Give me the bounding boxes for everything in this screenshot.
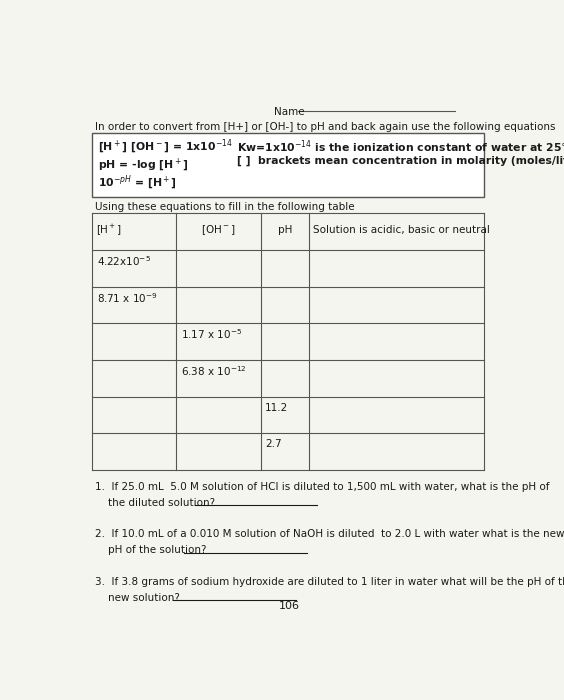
- Text: [ ]  brackets mean concentration in molarity (moles/liter): [ ] brackets mean concentration in molar…: [237, 155, 564, 166]
- Text: 10$^{-pH}$ = [H$^+$]: 10$^{-pH}$ = [H$^+$]: [98, 174, 177, 192]
- Text: new solution?: new solution?: [95, 593, 179, 603]
- Text: 1.  If 25.0 mL  5.0 M solution of HCl is diluted to 1,500 mL with water, what is: 1. If 25.0 mL 5.0 M solution of HCl is d…: [95, 482, 549, 492]
- Text: 1.17 x 10$^{-5}$: 1.17 x 10$^{-5}$: [181, 328, 242, 341]
- Text: [OH$^-$]: [OH$^-$]: [201, 223, 236, 237]
- Text: 11.2: 11.2: [265, 402, 288, 412]
- Text: Using these equations to fill in the following table: Using these equations to fill in the fol…: [95, 202, 354, 211]
- Text: 6.38 x 10$^{-12}$: 6.38 x 10$^{-12}$: [181, 364, 246, 378]
- Text: the diluted solution?: the diluted solution?: [95, 498, 215, 508]
- Text: 3.  If 3.8 grams of sodium hydroxide are diluted to 1 liter in water what will b: 3. If 3.8 grams of sodium hydroxide are …: [95, 577, 564, 587]
- Text: pH of the solution?: pH of the solution?: [95, 545, 206, 555]
- Text: [H$^+$]: [H$^+$]: [96, 223, 122, 237]
- Text: Name: Name: [274, 106, 305, 117]
- Text: 4.22x10$^{-5}$: 4.22x10$^{-5}$: [97, 254, 151, 268]
- Text: Solution is acidic, basic or neutral: Solution is acidic, basic or neutral: [313, 225, 490, 235]
- Text: pH = -log [H$^+$]: pH = -log [H$^+$]: [98, 155, 188, 172]
- Bar: [92, 132, 483, 197]
- Text: Kw=1x10$^{-14}$ is the ionization constant of water at 25$^{\circ}$C: Kw=1x10$^{-14}$ is the ionization consta…: [237, 138, 564, 155]
- Text: 2.  If 10.0 mL of a 0.010 M solution of NaOH is diluted  to 2.0 L with water wha: 2. If 10.0 mL of a 0.010 M solution of N…: [95, 529, 564, 539]
- Text: pH: pH: [278, 225, 292, 235]
- Text: 2.7: 2.7: [265, 440, 281, 449]
- Text: 106: 106: [279, 601, 299, 611]
- Text: In order to convert from [H+] or [OH-] to pH and back again use the following eq: In order to convert from [H+] or [OH-] t…: [95, 122, 555, 132]
- Text: 8.71 x 10$^{-9}$: 8.71 x 10$^{-9}$: [97, 290, 157, 304]
- Text: [H$^+$] [OH$^-$] = 1x10$^{-14}$: [H$^+$] [OH$^-$] = 1x10$^{-14}$: [98, 138, 232, 156]
